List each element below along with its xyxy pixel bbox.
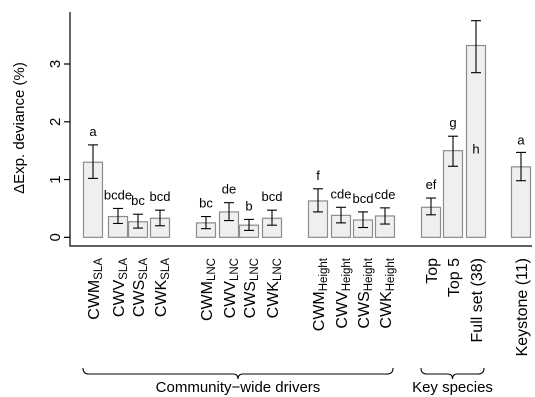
category-subscript: Height bbox=[318, 257, 330, 291]
significance-letter: bcde bbox=[104, 187, 132, 202]
category-subscript: SLA bbox=[138, 258, 150, 280]
category-main: CWM bbox=[86, 280, 103, 320]
category-main: CWS bbox=[131, 280, 148, 317]
category-main: CWV bbox=[111, 279, 128, 317]
category-label: CWKLNC bbox=[265, 258, 284, 318]
category-main: CWK bbox=[153, 279, 170, 317]
significance-letter: a bbox=[517, 132, 525, 147]
significance-letter: ef bbox=[426, 177, 437, 192]
axis-frame bbox=[69, 12, 532, 247]
category-subscript: SLA bbox=[93, 258, 105, 280]
group-label: Community−wide drivers bbox=[156, 379, 321, 396]
category-subscript: Height bbox=[385, 257, 397, 291]
y-tick-label: 3 bbox=[47, 60, 64, 68]
significance-letter: a bbox=[89, 124, 97, 139]
category-label: CWSLNC bbox=[242, 258, 261, 318]
significance-letter: bcd bbox=[353, 191, 374, 206]
category-label: CWSSLA bbox=[131, 258, 150, 317]
significance-letter: cde bbox=[331, 186, 352, 201]
category-subscript: LNC bbox=[206, 258, 218, 281]
y-tick-label: 0 bbox=[47, 233, 64, 241]
group-brace bbox=[82, 367, 394, 380]
significance-letter: f bbox=[316, 168, 320, 183]
category-subscript: LNC bbox=[249, 258, 261, 281]
significance-letter: b bbox=[245, 198, 252, 213]
category-label: CWVHeight bbox=[334, 257, 353, 328]
category-subscript: SLA bbox=[160, 258, 172, 280]
category-label: Top 5 bbox=[446, 258, 463, 297]
significance-letter: bcd bbox=[150, 189, 171, 204]
significance-letter: h bbox=[472, 141, 479, 156]
category-main: Keystone (11) bbox=[514, 258, 531, 356]
plot-area: 0123aCWMSLAbcdeCWVSLAbcCWSSLAbcdCWKSLAbc… bbox=[47, 12, 532, 396]
category-main: CWM bbox=[199, 281, 216, 321]
category-subscript: SLA bbox=[118, 258, 130, 280]
category-label: CWKSLA bbox=[153, 258, 172, 317]
category-label: CWMSLA bbox=[86, 258, 105, 320]
category-main: CWV bbox=[334, 291, 351, 329]
category-label: CWKHeight bbox=[378, 257, 397, 328]
category-main: CWM bbox=[311, 291, 328, 331]
category-label: CWSHeight bbox=[356, 257, 375, 328]
category-label: Keystone (11) bbox=[514, 258, 531, 356]
category-label: CWVLNC bbox=[222, 258, 241, 318]
category-main: CWK bbox=[378, 291, 395, 329]
significance-letter: bc bbox=[131, 193, 145, 208]
category-label: CWMHeight bbox=[311, 257, 330, 331]
y-tick-label: 2 bbox=[47, 118, 64, 126]
category-main: CWS bbox=[242, 281, 259, 318]
category-main: Top bbox=[424, 258, 441, 284]
category-label: Full set (38) bbox=[469, 258, 486, 342]
group-brace bbox=[420, 367, 485, 380]
category-subscript: Height bbox=[363, 257, 375, 291]
significance-letter: bcd bbox=[262, 189, 283, 204]
significance-letter: de bbox=[222, 182, 236, 197]
category-main: CWK bbox=[265, 281, 282, 319]
category-main: CWV bbox=[222, 281, 239, 319]
category-label: CWMLNC bbox=[199, 258, 218, 321]
significance-letter: g bbox=[449, 115, 456, 130]
significance-letter: bc bbox=[199, 196, 213, 211]
category-label: CWVSLA bbox=[111, 258, 130, 317]
category-main: Top 5 bbox=[446, 258, 463, 297]
category-label: Top bbox=[424, 258, 441, 284]
category-main: CWS bbox=[356, 291, 373, 328]
group-label: Key species bbox=[412, 379, 493, 396]
category-subscript: Height bbox=[341, 257, 353, 291]
category-subscript: LNC bbox=[229, 258, 241, 281]
category-main: Full set (38) bbox=[469, 258, 486, 342]
category-subscript: LNC bbox=[272, 258, 284, 281]
significance-letter: cde bbox=[375, 187, 396, 202]
y-axis-label: ΔExp. deviance (%) bbox=[11, 62, 28, 194]
y-tick-label: 1 bbox=[47, 175, 64, 183]
